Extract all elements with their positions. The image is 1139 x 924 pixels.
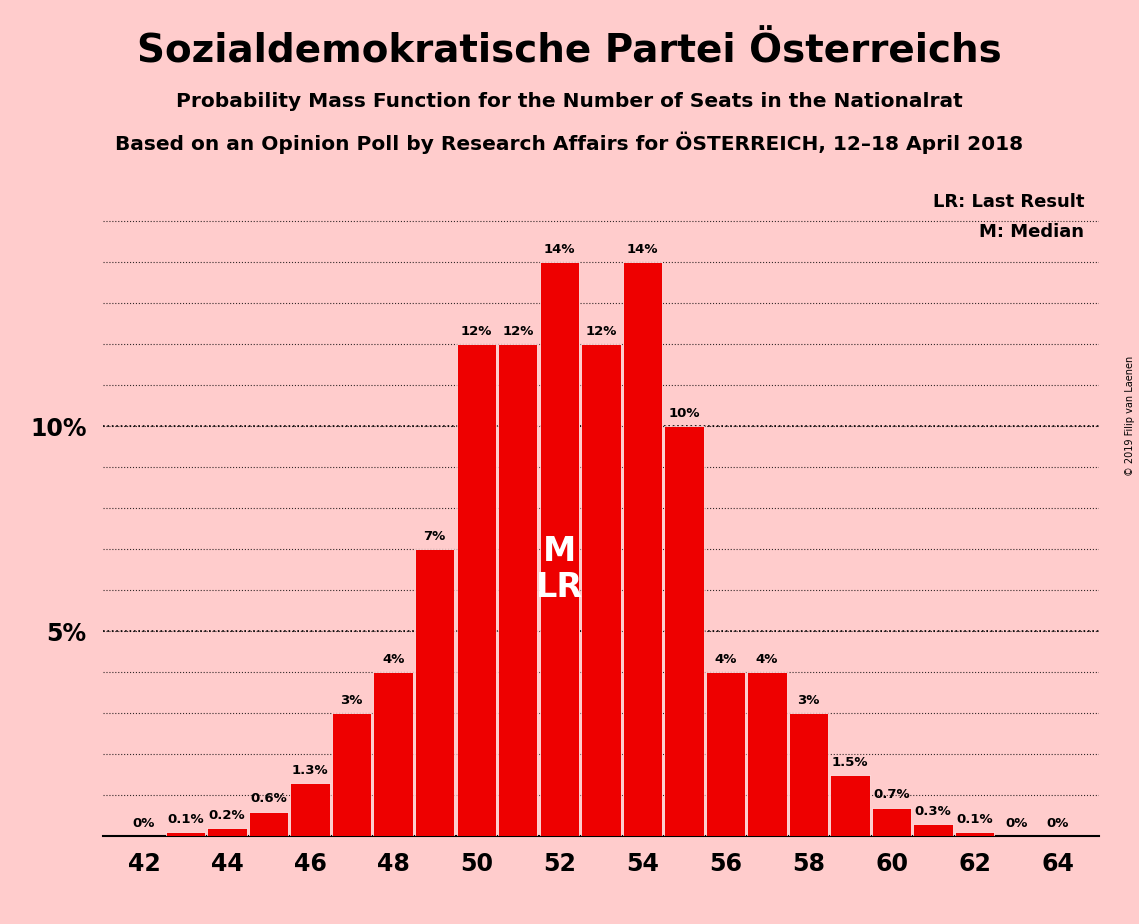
Bar (415, 549, 454, 836)
Text: © 2019 Filip van Laenen: © 2019 Filip van Laenen (1125, 356, 1134, 476)
Bar (581, 344, 621, 836)
Text: 4%: 4% (756, 653, 778, 666)
Text: 4%: 4% (714, 653, 737, 666)
Bar (207, 828, 247, 836)
Text: 1.5%: 1.5% (831, 756, 868, 769)
Bar (331, 713, 371, 836)
Bar (788, 713, 828, 836)
Text: 3%: 3% (341, 694, 363, 707)
Bar (249, 811, 288, 836)
Text: Probability Mass Function for the Number of Seats in the Nationalrat: Probability Mass Function for the Number… (177, 92, 962, 112)
Text: 12%: 12% (502, 325, 533, 338)
Text: 3%: 3% (797, 694, 820, 707)
Bar (623, 262, 662, 836)
Bar (954, 833, 994, 836)
Bar (871, 808, 911, 836)
Text: LR: Last Result: LR: Last Result (933, 193, 1084, 212)
Text: 4%: 4% (382, 653, 404, 666)
Bar (540, 262, 579, 836)
Bar (913, 824, 952, 836)
Bar (166, 833, 205, 836)
Text: 10%: 10% (669, 407, 699, 420)
Text: 0.1%: 0.1% (957, 813, 993, 826)
Text: 14%: 14% (543, 243, 575, 256)
Text: 14%: 14% (626, 243, 658, 256)
Text: 0%: 0% (1005, 817, 1027, 830)
Text: M: Median: M: Median (980, 223, 1084, 241)
Bar (457, 344, 495, 836)
Bar (290, 783, 330, 836)
Text: Based on an Opinion Poll by Research Affairs for ÖSTERREICH, 12–18 April 2018: Based on an Opinion Poll by Research Aff… (115, 131, 1024, 153)
Bar (747, 673, 787, 836)
Text: 0%: 0% (1047, 817, 1068, 830)
Bar (706, 673, 745, 836)
Text: 7%: 7% (424, 530, 445, 543)
Bar (374, 673, 413, 836)
Text: 1.3%: 1.3% (292, 764, 328, 777)
Text: 0.7%: 0.7% (874, 788, 910, 801)
Text: 0%: 0% (133, 817, 155, 830)
Text: 12%: 12% (460, 325, 492, 338)
Bar (830, 774, 870, 836)
Text: 0.6%: 0.6% (251, 793, 287, 806)
Text: 0.2%: 0.2% (208, 808, 245, 821)
Bar (498, 344, 538, 836)
Text: 12%: 12% (585, 325, 616, 338)
Text: M
LR: M LR (535, 535, 583, 604)
Text: 0.3%: 0.3% (915, 805, 951, 818)
Text: 0.1%: 0.1% (167, 813, 204, 826)
Bar (664, 426, 704, 836)
Text: Sozialdemokratische Partei Österreichs: Sozialdemokratische Partei Österreichs (137, 32, 1002, 70)
